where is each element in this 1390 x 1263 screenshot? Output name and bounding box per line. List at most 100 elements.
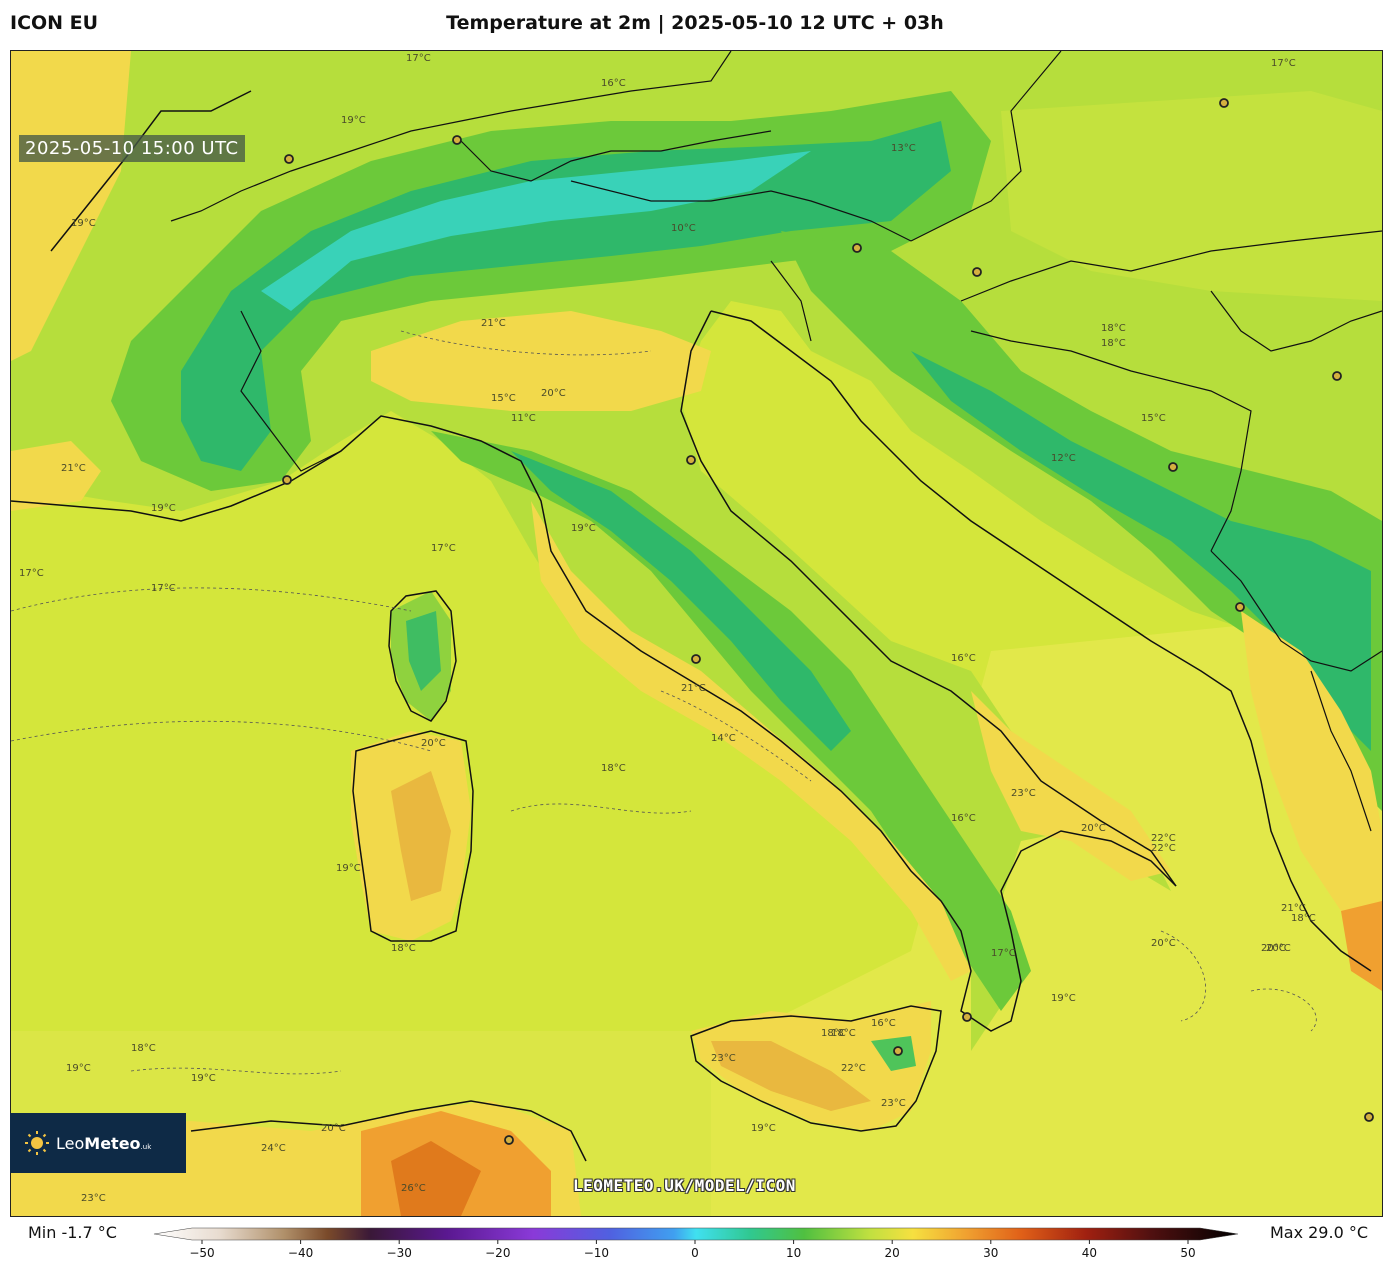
contour-label: 20°C [1266, 943, 1291, 954]
italy-west-coast [11, 415, 1177, 1032]
contour-label: 20°C [541, 388, 566, 399]
map-frame[interactable]: 17°C 16°C 17°C 19°C 21°C 18°C 20°C 19°C … [10, 50, 1383, 1217]
dinaric-high [911, 351, 1371, 751]
contour-label: 19°C [191, 1073, 216, 1084]
city-marker [852, 243, 862, 253]
alps-peaks [261, 151, 811, 311]
contour-label: 22°C [1151, 843, 1176, 854]
colorbar-tick-label: 30 [983, 1246, 998, 1260]
border-bosnia [970, 330, 1252, 552]
contour-label: 17°C [431, 543, 456, 554]
logo-text: LeoMeteo.uk [56, 1133, 152, 1153]
contour-label: 20°C [321, 1123, 346, 1134]
city-marker [1219, 98, 1229, 108]
site-watermark: LEOMETEO.UK/MODEL/ICON [573, 1176, 796, 1195]
colorbar-tick-label: −40 [288, 1246, 313, 1260]
contour-label: 12°C [1051, 453, 1076, 464]
etna [871, 1036, 916, 1071]
colorbar-tick-label: 0 [691, 1246, 699, 1260]
contour-label: 22°C [1151, 833, 1176, 844]
tyrrhenian-coast [531, 501, 971, 981]
contour-label: 24°C [261, 1143, 286, 1154]
contour-label: 19°C [336, 863, 361, 874]
city-markers [282, 98, 1374, 1145]
contour-label: 17°C [151, 583, 176, 594]
contour-label: 26°C [401, 1183, 426, 1194]
border-croatia-hungary [960, 230, 1382, 302]
sicily-warm [711, 1041, 871, 1111]
africa-coast [190, 1100, 587, 1162]
corsica-coast [388, 590, 457, 722]
city-marker [282, 475, 292, 485]
map-title: Temperature at 2m | 2025-05-10 12 UTC + … [446, 12, 944, 34]
city-marker [962, 1012, 972, 1022]
contour-label: 18°C [821, 1028, 846, 1039]
border-montenegro [1210, 550, 1382, 672]
contour-label: 19°C [66, 1063, 91, 1074]
city-marker [504, 1135, 514, 1145]
contour-label: 20°C [421, 738, 446, 749]
contour-label: 11°C [511, 413, 536, 424]
city-marker [972, 267, 982, 277]
apennines-foothills [431, 431, 1031, 1011]
contour-label: 23°C [1011, 788, 1036, 799]
po-valley [371, 311, 711, 411]
contour-label-group: 17°C 16°C 17°C 19°C 21°C 18°C 20°C 19°C … [19, 53, 1316, 1204]
city-marker [893, 1046, 903, 1056]
border-italy-slovenia [770, 260, 812, 342]
temperature-map: 17°C 16°C 17°C 19°C 21°C 18°C 20°C 19°C … [11, 51, 1382, 1216]
colorbar-tick-label: −10 [584, 1246, 609, 1260]
leometeo-logo[interactable]: LeoMeteo.uk [10, 1113, 186, 1173]
valid-time-badge: 2025-05-10 15:00 UTC [19, 135, 245, 162]
albania-coast [1241, 611, 1382, 951]
colorbar-tick-label: 10 [786, 1246, 801, 1260]
pannonian-plain [1001, 91, 1382, 301]
colorbar-tick-label: −50 [189, 1246, 214, 1260]
colorbar-ramp [153, 1227, 1239, 1241]
colorbar-tick-label: −20 [485, 1246, 510, 1260]
contour-label: 17°C [1271, 58, 1296, 69]
model-name: ICON EU [10, 12, 99, 34]
france-south-coast [11, 441, 101, 511]
apennines-high [511, 451, 851, 751]
contour-label: 17°C [991, 948, 1016, 959]
contour-label: 21°C [481, 318, 506, 329]
greece-hot [1341, 901, 1382, 991]
contour-label: 18°C [1291, 913, 1316, 924]
sardinia-warm [391, 771, 451, 901]
city-marker [1332, 371, 1342, 381]
alps-high [181, 121, 951, 471]
contour-label: 19°C [1051, 993, 1076, 1004]
temperature-colorbar: −50 −40 −30 −20 −10 0 10 20 30 40 50 [153, 1227, 1239, 1260]
contour-label: 20°C [1261, 943, 1286, 954]
colorbar-ticks: −50 −40 −30 −20 −10 0 10 20 30 40 50 [189, 1240, 1196, 1260]
colorbar-tick-label: 50 [1180, 1246, 1195, 1260]
contour-label: 10°C [671, 223, 696, 234]
border-france-italy [240, 310, 342, 472]
sicily-coast [690, 1005, 942, 1132]
contour-label: 19°C [151, 503, 176, 514]
border-swiss-italy [460, 130, 772, 182]
border-serbia [1210, 290, 1382, 352]
city-marker [1235, 602, 1245, 612]
italy-east-coast [680, 310, 1177, 887]
min-temperature-label: Min -1.7 °C [28, 1223, 117, 1242]
contour-label: 15°C [1141, 413, 1166, 424]
city-marker [284, 154, 294, 164]
coastlines [11, 90, 1372, 1162]
border-austria-hungary [910, 51, 1062, 242]
contour-label: 18°C [831, 1028, 856, 1039]
contour-label: 17°C [406, 53, 431, 64]
max-temperature-label: Max 29.0 °C [1269, 1223, 1368, 1242]
contour-label: 15°C [491, 393, 516, 404]
contour-label: 22°C [841, 1063, 866, 1074]
corsica-mountains [406, 611, 441, 691]
contour-label: 18°C [601, 763, 626, 774]
contour-label: 16°C [951, 813, 976, 824]
contour-label: 21°C [681, 683, 706, 694]
sun-icon [24, 1130, 50, 1156]
sardinia-coast [352, 730, 474, 942]
contour-label: 18°C [1101, 338, 1126, 349]
contour-label: 14°C [711, 733, 736, 744]
colorbar-tick-label: 40 [1082, 1246, 1097, 1260]
